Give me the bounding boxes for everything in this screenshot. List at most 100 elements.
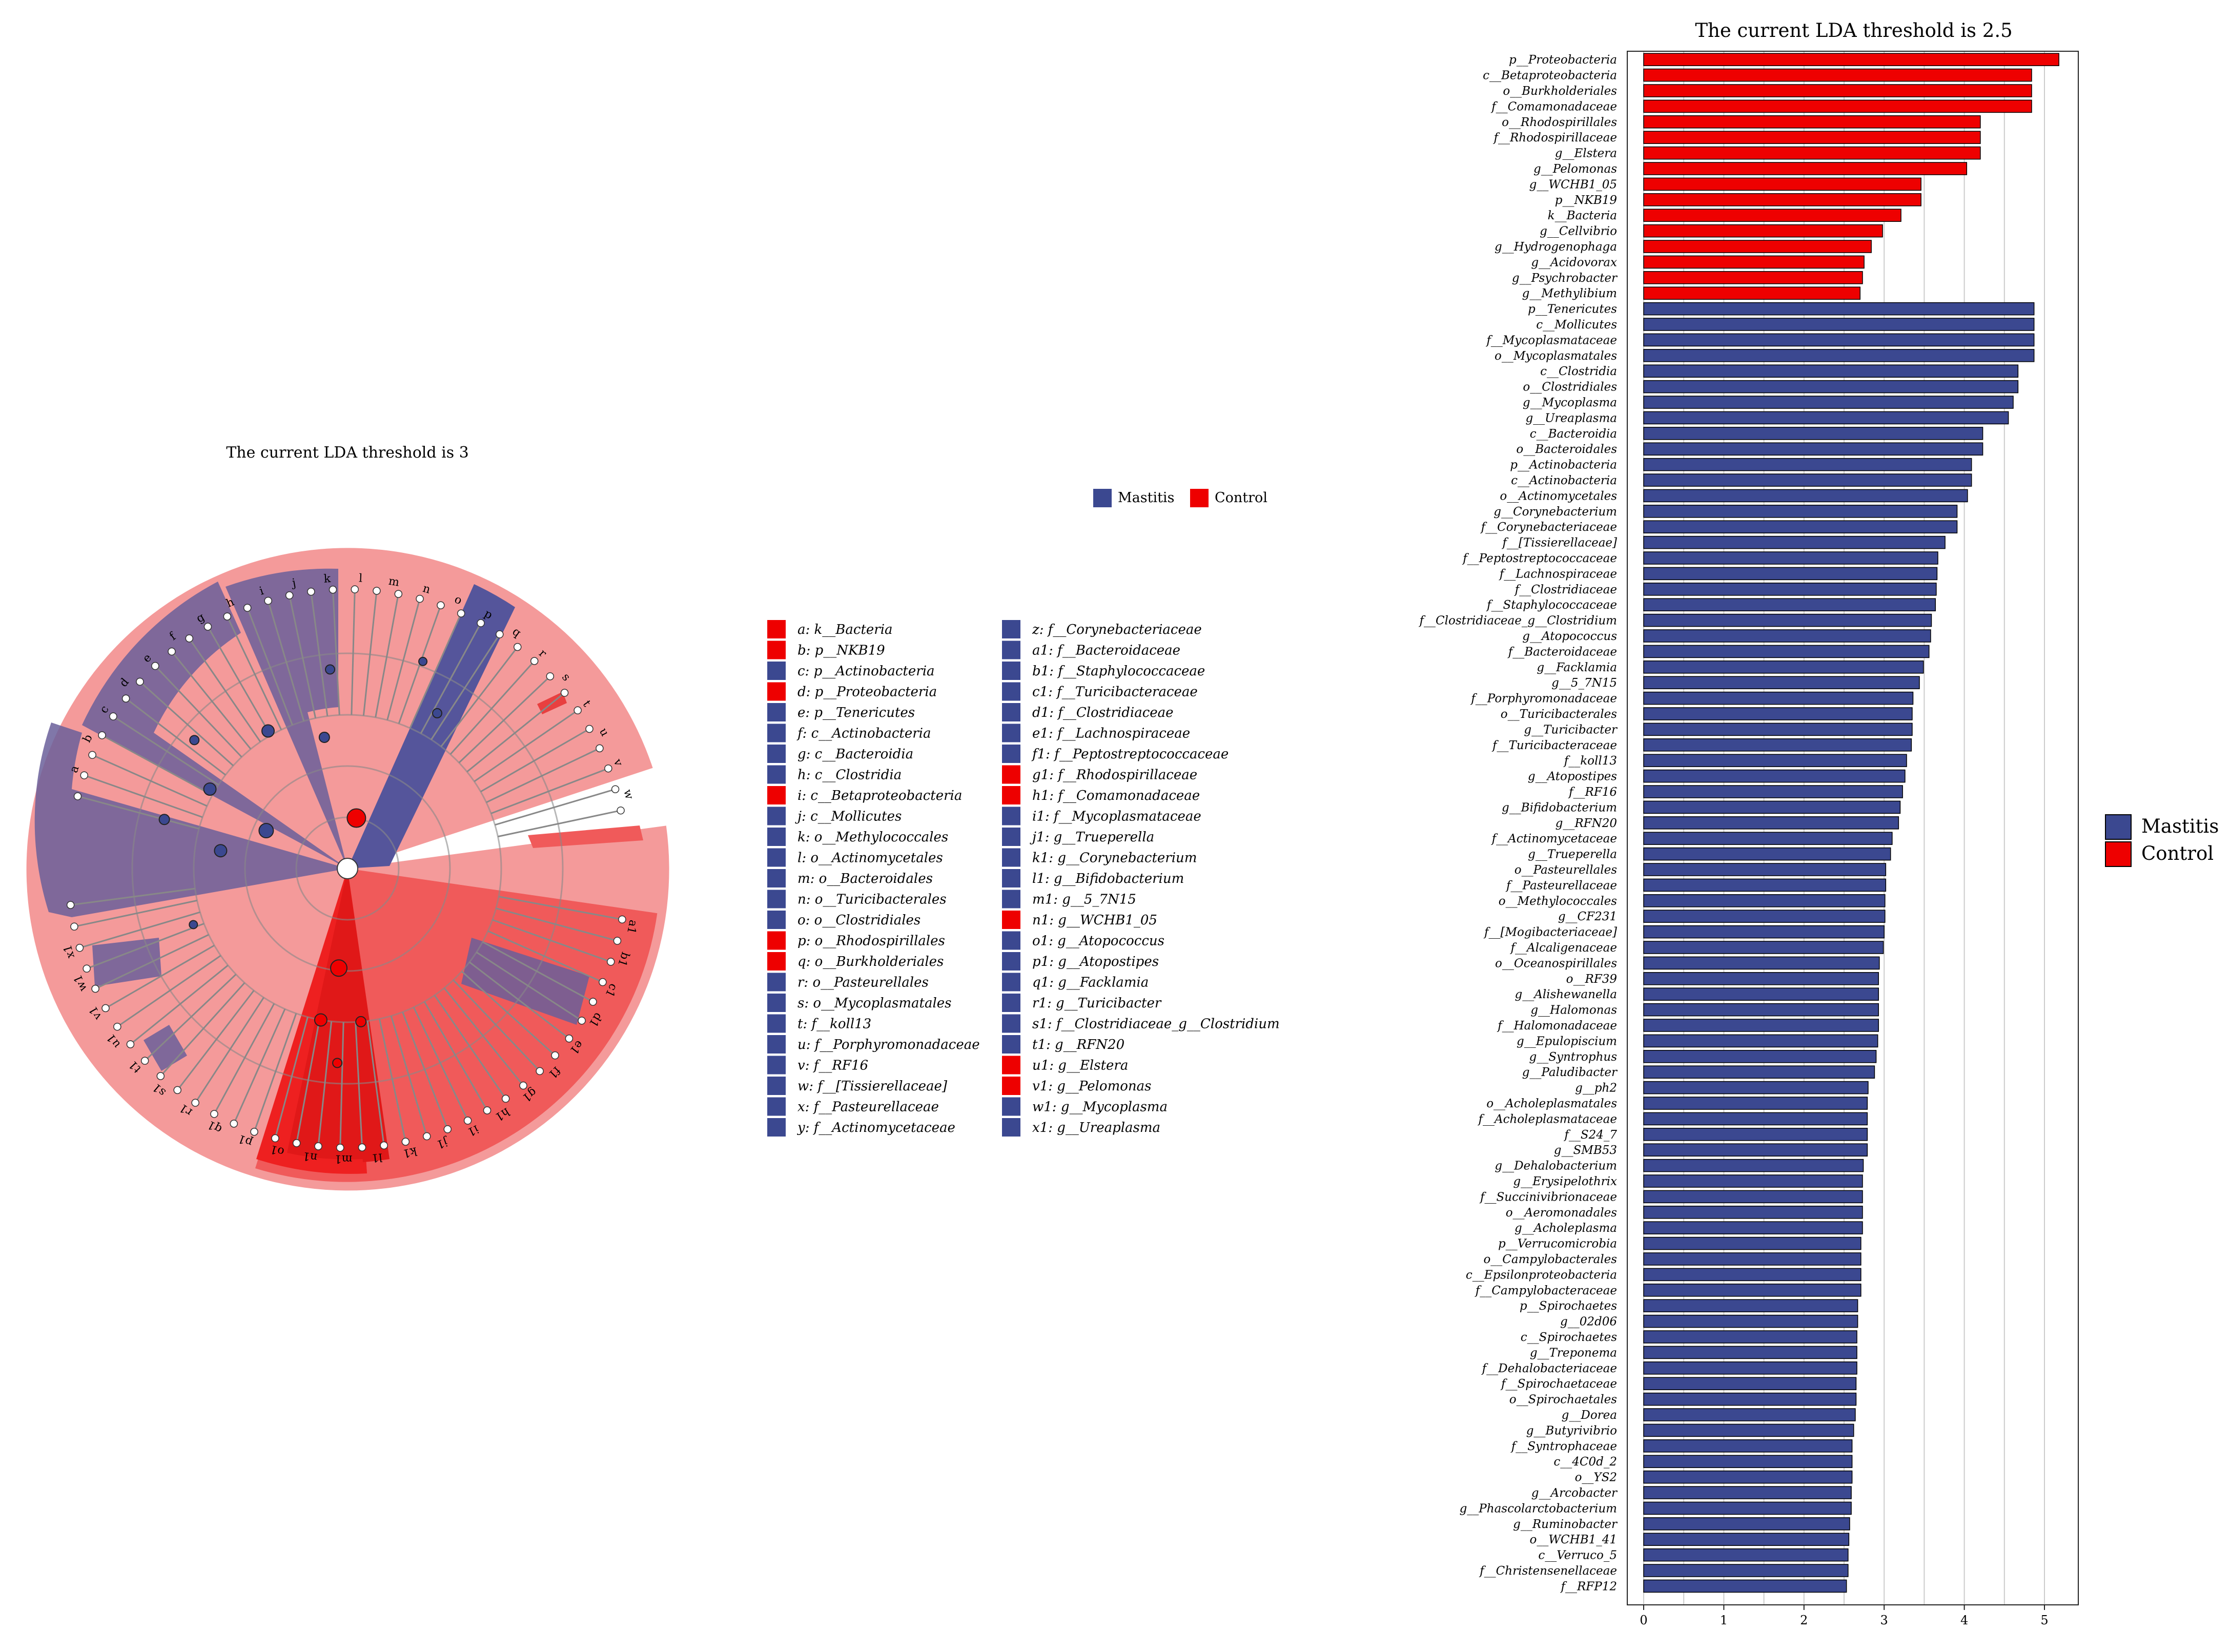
key-label: v1: g__Pelomonas bbox=[1032, 1079, 1151, 1094]
bar bbox=[1643, 411, 2009, 425]
leaf-node bbox=[70, 922, 78, 931]
x-tick-label: 0 bbox=[1640, 1613, 1647, 1627]
tree-branch bbox=[466, 692, 565, 773]
bar bbox=[1643, 1455, 1853, 1468]
leaf-node bbox=[329, 585, 337, 594]
tree-branch bbox=[160, 982, 245, 1077]
bar-label: g__Butyrivibrio bbox=[1526, 1424, 1617, 1437]
key-label: i1: f__Mycoplasmataceae bbox=[1032, 809, 1201, 824]
leaf-node bbox=[596, 744, 604, 753]
bar-label: g__Treponema bbox=[1530, 1346, 1617, 1359]
key-swatch bbox=[767, 828, 786, 846]
tree-branch bbox=[440, 646, 518, 747]
bar-label: p__NKB19 bbox=[1555, 194, 1617, 207]
key-swatch bbox=[767, 662, 786, 680]
leaf-node bbox=[477, 619, 485, 627]
leaf-node bbox=[140, 1057, 149, 1065]
leaf-node bbox=[185, 634, 194, 643]
bar-label: f__Bacteroidaceae bbox=[1507, 645, 1617, 658]
bar-label: g__Syntrophus bbox=[1529, 1050, 1617, 1064]
clade-node bbox=[346, 808, 366, 828]
bar bbox=[1643, 1501, 1852, 1515]
tree-branch bbox=[189, 638, 261, 742]
bar-label: c__Bacteroidia bbox=[1530, 427, 1617, 441]
clade-node bbox=[330, 959, 348, 977]
tree-branch bbox=[402, 1011, 448, 1130]
bar bbox=[1643, 271, 1863, 284]
leaf-node bbox=[264, 596, 272, 605]
bar-chart-title: The current LDA threshold is 2.5 bbox=[1695, 19, 2012, 42]
tree-branch bbox=[267, 601, 305, 721]
tree-branch bbox=[289, 595, 317, 718]
key-label: n1: g__WCHB1_05 bbox=[1032, 913, 1157, 928]
bar bbox=[1643, 583, 1937, 596]
bar bbox=[1643, 1190, 1863, 1204]
key-label: p: o__Rhodospirillales bbox=[797, 934, 945, 949]
key-label: q: o__Burkholderiales bbox=[797, 954, 944, 969]
tree-branch bbox=[154, 665, 242, 758]
bar-label: f__Staphylococcaceae bbox=[1486, 598, 1617, 612]
key-label: d: p__Proteobacteria bbox=[797, 685, 937, 700]
bar bbox=[1643, 567, 1938, 581]
tree-branch bbox=[194, 997, 264, 1103]
tree-branch bbox=[378, 1019, 406, 1142]
bar bbox=[1643, 535, 1946, 549]
bar-label: g__Atopococcus bbox=[1522, 630, 1617, 643]
clade-node bbox=[325, 664, 336, 675]
sector-f-actinobacteria bbox=[82, 582, 347, 869]
leaf-node bbox=[314, 1142, 322, 1150]
bar-label: o__Spirochaetales bbox=[1509, 1393, 1617, 1407]
key-swatch bbox=[1002, 1035, 1020, 1054]
tree-branch bbox=[70, 887, 195, 906]
bar bbox=[1643, 1221, 1863, 1234]
bar bbox=[1643, 754, 1907, 767]
bar-label: o__YS2 bbox=[1575, 1471, 1617, 1484]
tree-branch bbox=[420, 623, 482, 734]
bar-label: g__Cellvibrio bbox=[1540, 225, 1617, 238]
key-swatch bbox=[1002, 931, 1020, 950]
key-swatch bbox=[1002, 765, 1020, 784]
bar-label: o__Actinomycetales bbox=[1500, 489, 1617, 503]
key-swatch bbox=[767, 911, 786, 929]
leaf-node bbox=[463, 1117, 472, 1125]
bar bbox=[1643, 1314, 1858, 1328]
bar bbox=[1643, 1377, 1857, 1390]
leaf-node bbox=[599, 978, 607, 986]
key-swatch bbox=[767, 848, 786, 867]
sector-letter: a1 bbox=[624, 919, 640, 935]
leaf-node bbox=[173, 1086, 181, 1095]
leaf-node bbox=[423, 1132, 431, 1141]
leaf-node bbox=[443, 1125, 452, 1133]
key-swatch bbox=[1002, 869, 1020, 887]
bar-legend-control-swatch bbox=[2105, 841, 2132, 867]
clade-node bbox=[189, 735, 200, 746]
bar bbox=[1643, 769, 1906, 783]
bar bbox=[1643, 707, 1913, 720]
tree-branch bbox=[92, 754, 208, 807]
sector-letter: k1 bbox=[402, 1144, 418, 1160]
leaf-node bbox=[151, 662, 159, 670]
bar-label: p__Spirochaetes bbox=[1520, 1299, 1617, 1313]
leaf-node bbox=[519, 1081, 527, 1090]
x-tick-label: 5 bbox=[2040, 1613, 2048, 1627]
bar-label: g__Facklamia bbox=[1537, 661, 1617, 674]
bar-label: g__CF231 bbox=[1558, 910, 1617, 923]
x-tick-label: 4 bbox=[1960, 1613, 1968, 1627]
bar bbox=[1643, 520, 1958, 533]
key-swatch bbox=[767, 724, 786, 742]
leaf-node bbox=[101, 1004, 110, 1013]
bar-label: o__Methylococcales bbox=[1499, 895, 1617, 908]
key-label: u1: g__Elstera bbox=[1032, 1058, 1128, 1073]
bar bbox=[1643, 598, 1936, 611]
leaf-node bbox=[578, 1017, 586, 1025]
leaf-node bbox=[168, 647, 176, 656]
bar-label: g__Atopostipes bbox=[1528, 770, 1617, 783]
key-swatch bbox=[767, 1035, 786, 1054]
key-swatch bbox=[1002, 973, 1020, 992]
bar-label: f__Spirochaetaceae bbox=[1500, 1377, 1617, 1391]
bar bbox=[1643, 193, 1921, 206]
tree-branch bbox=[487, 930, 603, 983]
bar-label: f__Actinomycetaceae bbox=[1491, 832, 1617, 845]
bar bbox=[1643, 1470, 1853, 1484]
leaf-node bbox=[560, 689, 569, 697]
